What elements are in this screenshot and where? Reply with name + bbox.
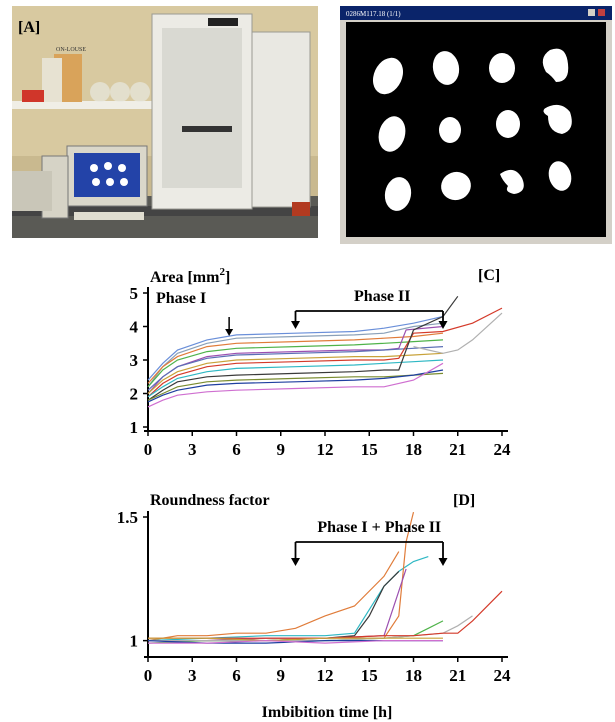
x-tick-label: 0	[144, 440, 153, 459]
x-tick-label: 9	[277, 440, 286, 459]
chart-d-xlabel: Imbibition time [h]	[262, 704, 393, 721]
y-tick-label: 4	[130, 318, 139, 337]
series-line-10	[147, 295, 459, 401]
x-tick-label: 15	[361, 666, 378, 685]
annotation-arrow-head	[225, 329, 234, 336]
segmentation-window: 0286M117.18 (1/1) [B]	[340, 6, 612, 244]
annotation-bracket-arrowhead	[438, 558, 448, 566]
seed-blobs	[372, 48, 572, 211]
annotation-bracket-arrowhead	[438, 321, 448, 329]
screen-overlay: [B]	[570, 37, 591, 54]
x-tick-label: 0	[144, 666, 153, 685]
segmentation-drawing: 0286M117.18 (1/1)	[340, 6, 612, 244]
lab-photo: [A] ON-LOUSE	[12, 6, 318, 238]
photo-overlay: [A] ON-LOUSE	[18, 19, 86, 53]
y-tick-label: 1.5	[117, 508, 138, 527]
roundness-chart: Roundness factor [D] 11.50 3 6 9 12 15 18 21 24 …	[117, 492, 511, 721]
x-tick-label: 18	[405, 666, 422, 685]
series-line-9	[147, 359, 444, 398]
series-line-11	[148, 639, 443, 644]
x-tick-label: 12	[317, 666, 334, 685]
y-tick-label: 1	[130, 418, 139, 437]
x-tick-label: 24	[494, 440, 512, 459]
chart-d-series	[147, 511, 503, 644]
window-title: 0286M117.18 (1/1)	[346, 10, 401, 18]
series-line-3	[147, 332, 444, 384]
x-tick-label: 6	[232, 666, 241, 685]
series-line-8	[147, 307, 503, 398]
series-line-7	[148, 615, 473, 642]
x-tick-label: 18	[405, 440, 422, 459]
series-line-10	[148, 637, 443, 642]
x-tick-label: 3	[188, 666, 197, 685]
annotation-label: Phase I + Phase II	[317, 519, 441, 536]
annotation-label: Phase I	[156, 290, 206, 307]
annotation-bracket-arrowhead	[291, 321, 300, 329]
chart-d-axes: 1 1.5 0 3 6 9 12 15 18 21 24	[117, 508, 511, 685]
y-tick-label: 2	[130, 385, 139, 404]
panel-b-label: [B]	[570, 37, 591, 54]
chart-d-annotations: Phase I + Phase II	[291, 519, 448, 566]
series-line-13	[147, 362, 444, 408]
y-tick-label: 3	[130, 351, 139, 370]
lab-photo-drawing	[12, 6, 318, 238]
chart-d-title: Roundness factor	[150, 492, 270, 509]
series-line-2	[147, 556, 429, 642]
y-tick-label: 1	[130, 632, 139, 651]
series-line-1	[147, 551, 400, 642]
series-line-11	[147, 372, 444, 401]
x-tick-label: 9	[277, 666, 286, 685]
x-tick-label: 3	[188, 440, 197, 459]
chart-c-title: Area [mm2]	[150, 266, 230, 286]
series-line-12	[147, 369, 444, 403]
x-tick-label: 24	[494, 666, 512, 685]
x-tick-label: 21	[449, 666, 466, 685]
series-line-1	[147, 315, 444, 381]
series-line-7	[147, 352, 444, 394]
series-line-4	[147, 339, 444, 388]
annotation-bracket-arrowhead	[291, 558, 300, 566]
y-tick-label: 5	[130, 284, 139, 303]
panel-d-label: [D]	[453, 492, 475, 509]
chart-c-series	[147, 295, 503, 408]
series-line-2	[147, 322, 444, 388]
close-icon[interactable]	[598, 9, 605, 16]
box-brand-text: ON-LOUSE	[56, 47, 86, 53]
series-line-6	[147, 346, 444, 391]
annotation-label: Phase II	[354, 288, 410, 305]
x-tick-label: 15	[361, 440, 378, 459]
series-line-8	[148, 590, 503, 639]
x-tick-label: 6	[232, 440, 241, 459]
series-line-14	[413, 312, 503, 354]
minimize-icon[interactable]	[588, 9, 595, 16]
series-line-4	[148, 570, 400, 642]
panel-a-label: [A]	[18, 19, 40, 36]
x-tick-label: 21	[449, 440, 466, 459]
x-tick-label: 12	[317, 440, 334, 459]
chart-c-annotations: Phase I Phase II	[156, 288, 448, 336]
series-line-5	[148, 568, 407, 642]
panel-c-label: [C]	[478, 267, 500, 284]
